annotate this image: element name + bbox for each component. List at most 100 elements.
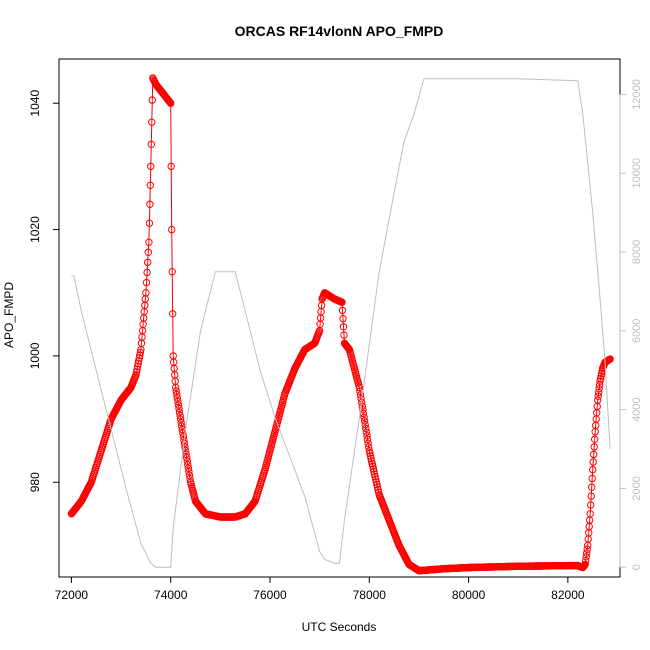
series-0-point xyxy=(184,461,192,469)
series-0-point xyxy=(145,219,154,227)
series-0-point xyxy=(360,413,368,421)
series-0-point xyxy=(358,402,366,410)
series-0-point xyxy=(167,99,175,107)
series-0-point xyxy=(142,289,150,297)
x-tick-label: 72000 xyxy=(55,588,89,602)
series-0-point xyxy=(595,388,603,397)
series-0-point xyxy=(168,268,176,276)
series-1-line xyxy=(71,78,611,568)
y2-tick-label: 8000 xyxy=(631,240,643,264)
series-0-point xyxy=(594,392,602,400)
y-axis-label: APO_FMPD xyxy=(2,282,16,348)
series-0-point xyxy=(172,383,180,392)
series-0-point xyxy=(590,450,598,459)
series-0-point xyxy=(361,420,369,429)
series-0-point xyxy=(594,396,602,404)
series-0-point xyxy=(133,365,141,373)
y-tick-label: 980 xyxy=(28,472,42,492)
series-0-point xyxy=(169,310,177,318)
series-0-point xyxy=(362,424,370,433)
series-0-point xyxy=(590,443,598,451)
series-0-point xyxy=(173,390,181,399)
series-0-point xyxy=(339,323,348,331)
series-0-point xyxy=(181,443,189,451)
series-0-point xyxy=(338,306,347,315)
series-0-point xyxy=(132,371,140,379)
series-0-point xyxy=(148,96,157,104)
series-0-point xyxy=(587,492,595,500)
series-0-point xyxy=(596,377,604,385)
series-0-point xyxy=(176,411,184,420)
series-0-point xyxy=(174,401,183,409)
x-tick-label: 80000 xyxy=(452,588,486,602)
series-0-point xyxy=(181,447,190,455)
series-0-point xyxy=(135,357,143,365)
series-0-point xyxy=(589,465,597,474)
x-tick-label: 74000 xyxy=(154,588,188,602)
y-tick-label: 1040 xyxy=(28,90,42,117)
series-0-point xyxy=(173,394,182,402)
series-0-point xyxy=(165,97,173,105)
series-0-point xyxy=(133,362,142,371)
y-tick-label: 1000 xyxy=(28,342,42,369)
series-0-point xyxy=(174,397,182,406)
series-0-point xyxy=(606,355,614,363)
y2-tick-label: 10000 xyxy=(631,158,643,189)
series-0-point xyxy=(591,435,599,443)
y2-tick-label: 0 xyxy=(631,564,643,570)
series-0-point xyxy=(582,556,590,565)
series-0-point xyxy=(176,415,185,423)
series-0-point xyxy=(355,383,364,392)
series-0-point xyxy=(595,385,603,393)
series-0-point xyxy=(249,499,258,508)
y2-tick-label: 6000 xyxy=(631,319,643,343)
series-0-point xyxy=(363,432,371,440)
axes-layer: 72000 74000 76000 78000 80000 820009801000102… xyxy=(28,79,643,602)
series-0-point xyxy=(144,248,153,257)
series-0-point xyxy=(586,510,594,518)
series-0-point xyxy=(167,162,175,171)
y2-tick-label: 12000 xyxy=(631,79,643,110)
series-0-point xyxy=(363,435,372,444)
series-0-point xyxy=(135,354,144,362)
series-0-point xyxy=(184,464,193,472)
y2-tick-label: 2000 xyxy=(631,476,643,500)
series-0-point xyxy=(146,181,155,190)
series-0-point xyxy=(340,331,348,339)
series-0-point xyxy=(165,98,174,106)
series-0-point xyxy=(144,258,152,267)
series-0-markers xyxy=(67,74,614,575)
series-0-point xyxy=(359,406,367,414)
series-0-point xyxy=(366,452,375,460)
series-0-point xyxy=(339,314,347,323)
series-0-point xyxy=(143,268,151,277)
series-0-point xyxy=(179,429,187,437)
series-0-point xyxy=(373,483,382,491)
series-0-point xyxy=(588,474,596,483)
series-0-point xyxy=(581,560,589,569)
series-0-point xyxy=(364,439,372,447)
series-0-point xyxy=(172,387,180,395)
series-0-point xyxy=(177,418,185,427)
series-0-point xyxy=(587,501,595,509)
series-0-point xyxy=(146,200,154,209)
series-0-point xyxy=(186,475,194,483)
series-0-point xyxy=(175,404,183,413)
x-axis-label: UTC Seconds xyxy=(302,620,377,634)
series-0-point xyxy=(136,351,144,359)
series-0-point xyxy=(370,467,378,476)
series-0-point xyxy=(132,368,141,376)
x-tick-label: 76000 xyxy=(253,588,287,602)
series-0-point xyxy=(147,162,155,171)
series-0-point xyxy=(148,118,156,126)
series-0-point xyxy=(338,298,346,306)
series-0-point xyxy=(360,417,369,425)
series-0-point xyxy=(185,471,194,479)
series-0-point xyxy=(134,359,142,368)
series-0-point xyxy=(175,408,184,416)
series-0-point xyxy=(356,391,365,399)
series-0-point xyxy=(362,428,371,436)
series-0-point xyxy=(583,549,591,557)
series-0-point xyxy=(145,238,153,246)
